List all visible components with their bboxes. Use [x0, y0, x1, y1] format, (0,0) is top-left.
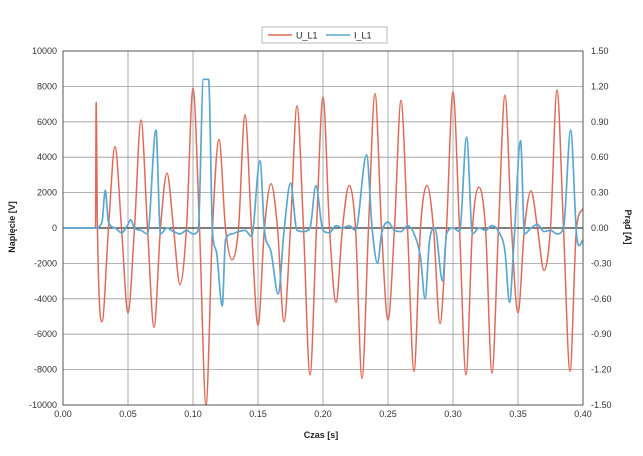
y-left-tick-label: 6000 — [37, 117, 57, 127]
y-left-tick-label: -4000 — [34, 294, 57, 304]
y-right-tick-label: 0.00 — [591, 223, 609, 233]
plot-frame — [62, 50, 584, 406]
y-left-tick-label: -10000 — [29, 400, 57, 410]
y-left-tick-label: 8000 — [37, 81, 57, 91]
x-tick-label: 0.35 — [509, 409, 527, 419]
y-left-axis-title: Napięcie [V] — [7, 201, 17, 253]
x-tick-label: 0.05 — [119, 409, 137, 419]
y-right-tick-label: 0.60 — [591, 152, 609, 162]
y-left-tick-label: -2000 — [34, 258, 57, 268]
x-tick-label: 0.20 — [314, 409, 332, 419]
y-right-tick-label: -0.30 — [591, 258, 612, 268]
y-right-tick-labels: -1.50 -1.20 -0.90 -0.60 -0.30 0.00 0.30 0.60 0.9… — [591, 46, 612, 410]
y-right-tick-label: -0.60 — [591, 294, 612, 304]
legend-label-u-l1: U_L1 — [296, 31, 318, 41]
y-left-tick-label: 2000 — [37, 188, 57, 198]
y-right-tick-label: 0.90 — [591, 117, 609, 127]
x-axis-title: Czas [s] — [304, 430, 339, 440]
x-tick-label: 0.40 — [574, 409, 592, 419]
x-tick-label: 0.25 — [379, 409, 397, 419]
y-right-tick-label: 1.20 — [591, 81, 609, 91]
y-right-tick-label: -0.90 — [591, 329, 612, 339]
y-right-tick-label: 1.50 — [591, 46, 609, 56]
y-left-tick-label: -6000 — [34, 329, 57, 339]
y-right-tick-label: -1.50 — [591, 400, 612, 410]
x-tick-label: 0.00 — [54, 409, 72, 419]
series-line-u-l1 — [63, 87, 584, 406]
legend: U_L1 I_L1 — [261, 26, 388, 44]
y-right-tick-label: 0.30 — [591, 188, 609, 198]
y-left-tick-label: 4000 — [37, 152, 57, 162]
x-tick-label: 0.30 — [444, 409, 462, 419]
legend-label-i-l1: I_L1 — [354, 31, 372, 41]
x-tick-labels: 0.00 0.05 0.10 0.15 0.20 0.25 0.30 0.35 0.40 — [54, 409, 592, 419]
legend-box — [261, 26, 388, 44]
y-left-tick-label: 10000 — [32, 46, 57, 56]
series-line-i-l1 — [63, 78, 584, 307]
x-tick-label: 0.10 — [184, 409, 202, 419]
y-left-tick-labels: -10000 -8000 -6000 -4000 -2000 0 2000 4000 6000 8… — [29, 46, 57, 410]
y-left-tick-label: -8000 — [34, 365, 57, 375]
x-tick-label: 0.15 — [249, 409, 267, 419]
y-right-axis-title: Prąd [A] — [623, 209, 633, 244]
y-left-tick-label: 0 — [52, 223, 57, 233]
series-layer — [63, 78, 584, 406]
y-right-tick-label: -1.20 — [591, 365, 612, 375]
